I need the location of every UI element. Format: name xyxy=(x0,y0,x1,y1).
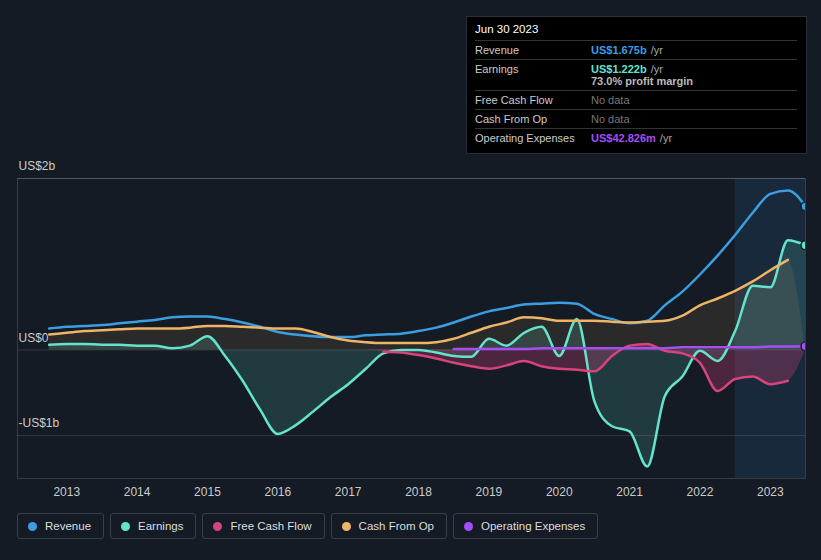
svg-text:2019: 2019 xyxy=(476,485,503,499)
html-text:Cash From Op: Cash From Op xyxy=(475,113,548,125)
svg-text:2016: 2016 xyxy=(264,485,291,499)
html-text:Revenue: Revenue xyxy=(45,520,91,532)
html-text:Revenue: Revenue xyxy=(475,44,519,56)
html-text:Jun 30 2023: Jun 30 2023 xyxy=(475,23,539,35)
html-text:Free Cash Flow: Free Cash Flow xyxy=(475,94,553,106)
html-text:US$42.826m /yr: US$42.826m /yr xyxy=(591,132,673,144)
html-text:No data: No data xyxy=(591,94,630,106)
html-text:Operating Expenses: Operating Expenses xyxy=(475,132,575,144)
svg-text:US$2b: US$2b xyxy=(19,159,56,173)
svg-text:2020: 2020 xyxy=(546,485,573,499)
svg-text:2022: 2022 xyxy=(687,485,714,499)
svg-text:2021: 2021 xyxy=(616,485,643,499)
html-text:Cash From Op: Cash From Op xyxy=(358,520,434,532)
svg-text:US$0: US$0 xyxy=(19,331,49,345)
svg-text:2013: 2013 xyxy=(53,485,80,499)
html-text:73.0% profit margin: 73.0% profit margin xyxy=(591,75,694,87)
svg-text:2017: 2017 xyxy=(335,485,362,499)
html-text:US$1.675b /yr: US$1.675b /yr xyxy=(591,44,663,56)
html-text:Earnings: Earnings xyxy=(475,63,519,75)
svg-text:2023: 2023 xyxy=(757,485,784,499)
html-text:US$1.222b /yr: US$1.222b /yr xyxy=(591,63,663,75)
html-text:No data: No data xyxy=(591,113,630,125)
html-text:Operating Expenses: Operating Expenses xyxy=(481,520,586,532)
svg-text:2018: 2018 xyxy=(405,485,432,499)
html-text:Earnings: Earnings xyxy=(138,520,184,532)
svg-text:2015: 2015 xyxy=(194,485,221,499)
html-text:Free Cash Flow: Free Cash Flow xyxy=(230,520,312,532)
svg-text:-US$1b: -US$1b xyxy=(19,416,60,430)
svg-text:2014: 2014 xyxy=(124,485,151,499)
